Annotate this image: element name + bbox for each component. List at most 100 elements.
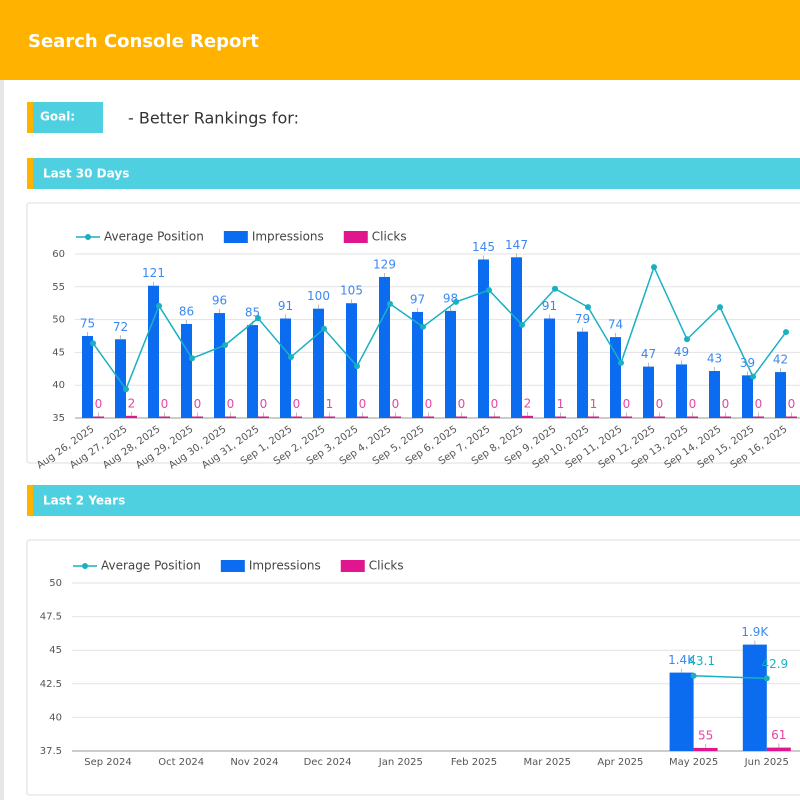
line-marker <box>387 300 393 307</box>
data-label: 86 <box>179 304 194 318</box>
data-label: 74 <box>608 318 623 332</box>
data-label: 0 <box>755 397 763 411</box>
line-marker <box>763 675 770 682</box>
data-label: 0 <box>359 397 367 411</box>
bar <box>511 257 522 418</box>
bar <box>654 416 665 418</box>
bar <box>423 416 434 418</box>
section-bar <box>27 485 800 516</box>
line-marker <box>420 323 426 330</box>
y-tick-label: 50 <box>52 315 65 326</box>
section-title: Last 2 Years <box>43 494 125 508</box>
bar <box>291 416 302 418</box>
legend-swatch <box>220 560 245 572</box>
data-label: 1 <box>590 397 598 411</box>
data-label: 75 <box>80 317 95 331</box>
line-marker <box>684 336 690 343</box>
y-tick-label: 55 <box>52 282 65 293</box>
data-label: 0 <box>788 397 796 411</box>
data-label: 0 <box>95 397 103 411</box>
bar <box>313 308 324 418</box>
legend-label: Clicks <box>372 230 407 244</box>
legend-swatch <box>223 231 248 243</box>
section-bar <box>27 158 800 189</box>
data-label: 129 <box>373 257 396 271</box>
line-marker <box>288 353 294 360</box>
line-marker <box>255 315 261 322</box>
x-tick-label: Sep 2024 <box>84 757 131 768</box>
x-tick-label: May 2025 <box>669 757 718 768</box>
data-label: 72 <box>113 320 128 334</box>
data-label: 0 <box>392 397 400 411</box>
bar <box>610 337 621 418</box>
data-label: 0 <box>689 397 697 411</box>
data-label: 0 <box>623 397 631 411</box>
y-tick-label: 42.5 <box>40 679 62 690</box>
line <box>693 674 767 680</box>
line <box>92 265 787 391</box>
section-accent <box>27 158 33 189</box>
y-tick-label: 47.5 <box>40 612 62 623</box>
x-tick-label: Mar 2025 <box>523 757 571 768</box>
chart-card <box>26 539 800 796</box>
x-tick-label: Jan 2025 <box>378 757 423 768</box>
line-marker <box>783 329 789 336</box>
x-tick-label: Feb 2025 <box>451 757 497 768</box>
legend-label: Clicks <box>369 559 404 573</box>
goal-box <box>27 102 103 133</box>
x-tick-label: Oct 2024 <box>158 757 204 768</box>
data-label: 1 <box>557 397 565 411</box>
line-marker <box>321 325 327 332</box>
bar <box>621 416 632 418</box>
data-label: 42 <box>773 353 788 367</box>
bar <box>258 416 269 418</box>
data-label: 47 <box>641 347 656 361</box>
data-label: 2 <box>524 396 532 410</box>
bar <box>148 285 159 418</box>
bar <box>720 416 731 418</box>
bar <box>786 416 797 418</box>
goal-label: Goal: <box>40 110 75 124</box>
bar <box>159 416 170 418</box>
x-tick-label: Nov 2024 <box>230 757 278 768</box>
data-label: 0 <box>458 397 466 411</box>
bar <box>93 416 104 418</box>
line-marker <box>486 287 492 294</box>
y-tick-label: 45 <box>52 347 65 358</box>
bar <box>676 364 687 418</box>
bar <box>709 370 720 418</box>
bar <box>192 416 203 418</box>
line-marker <box>618 359 624 366</box>
bar <box>742 644 767 751</box>
line-marker <box>453 298 459 305</box>
line-marker <box>651 264 657 271</box>
bar <box>775 372 786 418</box>
data-label: 0 <box>293 397 301 411</box>
section-accent <box>27 485 33 516</box>
data-label: 0 <box>491 397 499 411</box>
bar <box>643 366 654 418</box>
bar <box>225 416 236 418</box>
legend-marker <box>85 234 91 240</box>
bar <box>379 276 390 418</box>
report-title: Search Console Report <box>28 31 259 52</box>
bar <box>324 416 335 418</box>
y-tick-label: 40 <box>52 380 65 391</box>
bar <box>544 318 555 418</box>
bar <box>478 259 489 418</box>
data-label: 0 <box>227 397 235 411</box>
bar <box>687 416 698 418</box>
data-label: 0 <box>194 397 202 411</box>
bar <box>766 747 791 751</box>
data-label: 105 <box>340 284 363 298</box>
legend-label: Impressions <box>252 230 324 244</box>
bar <box>280 318 291 418</box>
bar <box>445 310 456 418</box>
data-label: 96 <box>212 294 227 308</box>
data-label: 39 <box>740 356 755 370</box>
legend-swatch <box>343 231 368 243</box>
section-title: Last 30 Days <box>43 167 129 181</box>
line-marker <box>519 321 525 328</box>
